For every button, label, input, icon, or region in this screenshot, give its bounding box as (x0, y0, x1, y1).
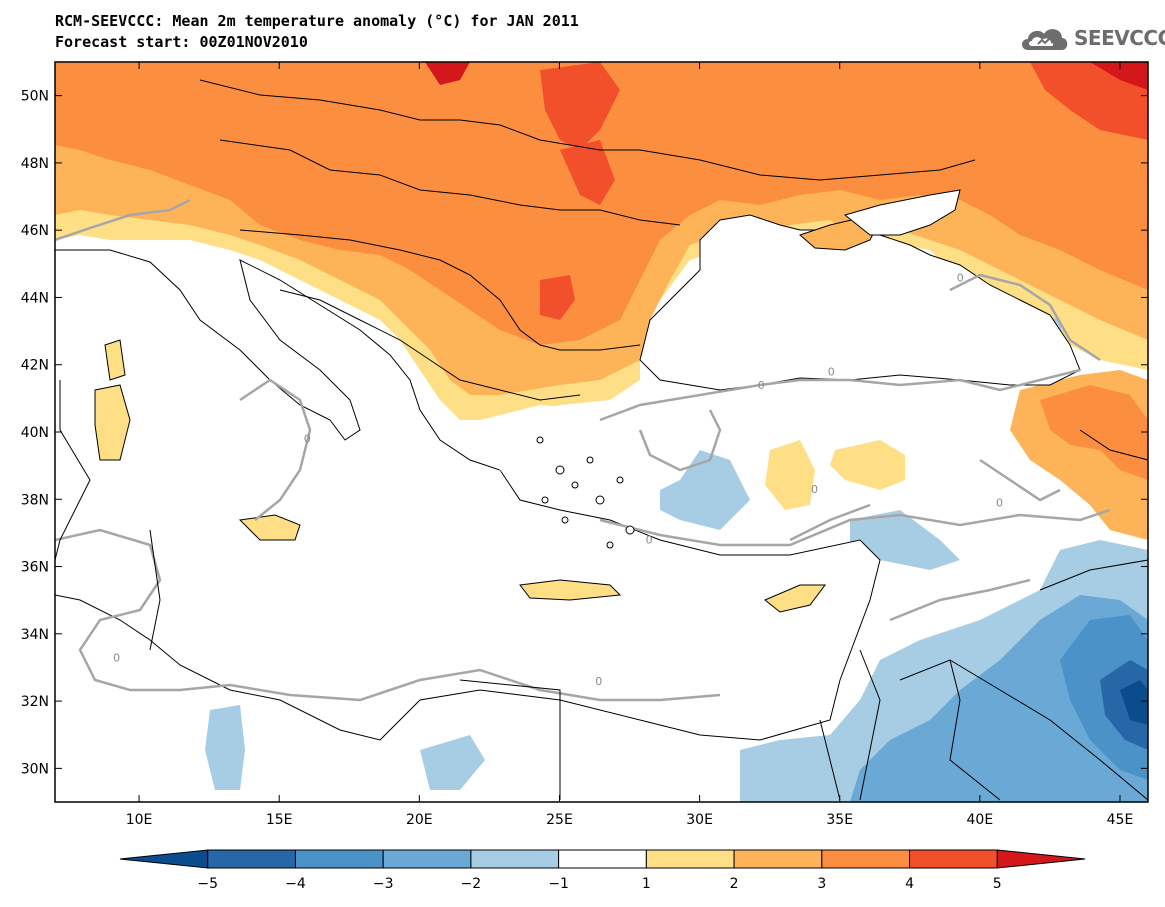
forecast-start-label: Forecast start: 00Z01NOV2010 (55, 33, 308, 51)
black-sea (639, 214, 1081, 391)
colorbar: −5 −4 −3 −2 −1 1 2 3 4 5 (119, 849, 1086, 892)
zero-contours (55, 198, 1111, 702)
zero-contour-label: 0 (113, 651, 120, 664)
colorbar-bin (733, 849, 823, 869)
colorbar-label: 1 (642, 876, 651, 892)
y-tick-label: 44N (21, 290, 49, 306)
anomaly-region-gt5 (425, 62, 470, 85)
x-tick-label: 25E (546, 812, 573, 828)
zero-contour-label: 0 (758, 379, 765, 392)
x-tick-label: 30E (686, 812, 713, 828)
colorbar-bin (119, 849, 209, 869)
zero-contour-label: 0 (304, 433, 311, 446)
colorbar-label: −4 (285, 876, 306, 892)
anomaly-region-cold-cyprus-n (850, 510, 960, 570)
y-tick-label: 46N (21, 223, 49, 239)
seevccc-logo: SEEVCCC (1018, 20, 1165, 56)
colorbar-bin (294, 849, 384, 869)
y-tick-label: 40N (21, 425, 49, 441)
adriatic-tyrrhenian-sea (55, 249, 881, 741)
y-tick-label: 42N (21, 358, 49, 374)
colorbar-bin (645, 849, 735, 869)
anomaly-region-cold-lt5 (1120, 680, 1148, 725)
corsica (104, 339, 126, 381)
y-tick-label: 38N (21, 492, 49, 508)
x-tick-label: 20E (406, 812, 433, 828)
cloud-logo-icon (1022, 29, 1068, 50)
zero-contour-label: 0 (996, 497, 1003, 510)
colorbar-label: −5 (197, 876, 218, 892)
borders (55, 79, 1148, 801)
anomaly-region-cold-anatolia (640, 450, 750, 530)
colorbar-label: 4 (905, 876, 914, 892)
colorbar-label: −2 (461, 876, 482, 892)
anomaly-region-cold-libya (205, 705, 245, 790)
colorbar-bin (558, 849, 647, 869)
azov-sea (843, 189, 961, 236)
cyprus (764, 584, 826, 613)
colorbar-label: −1 (548, 876, 569, 892)
y-tick-label: 48N (21, 156, 49, 172)
colorbar-bin (909, 849, 998, 869)
anomaly-region-4-5-upper (560, 140, 615, 205)
y-tick-label: 32N (21, 694, 49, 710)
colorbar-bin (996, 849, 1086, 869)
aegean-sea (480, 405, 660, 520)
anomaly-region-4-5-balkans (540, 275, 575, 320)
anomaly-region-4-5-north (540, 62, 620, 150)
zero-contour-label: 0 (646, 534, 653, 547)
zero-contour-label: 0 (811, 483, 818, 496)
anomaly-region-cold-egypt (420, 735, 485, 790)
zero-contour-label: 0 (595, 675, 602, 688)
aegean-islands (536, 436, 635, 549)
x-tick-label: 15E (266, 812, 293, 828)
y-tick-label: 36N (21, 560, 49, 576)
map-title: RCM-SEEVCCC: Mean 2m temperature anomaly… (55, 12, 579, 30)
colorbar-bin (207, 849, 296, 869)
anomaly-region-3-4 (55, 62, 1148, 345)
x-tick-label: 40E (967, 812, 994, 828)
anomaly-region-4-5-ne (1030, 62, 1148, 140)
colorbar-bin (382, 849, 472, 869)
crete (519, 579, 622, 601)
colorbar-label: 3 (817, 876, 826, 892)
anomaly-region-anatolia-2 (830, 440, 905, 490)
anomaly-region-east-hot (1040, 385, 1148, 480)
longitude-axis: 10E 15E 20E 25E 30E 35E 40E 45E (126, 62, 1134, 828)
y-tick-label: 50N (21, 89, 49, 105)
colorbar-label: −3 (373, 876, 394, 892)
logo-text: SEEVCCC (1074, 26, 1165, 50)
sicily (238, 514, 301, 541)
colorbar-label: 2 (730, 876, 739, 892)
colorbar-label: 5 (993, 876, 1002, 892)
x-tick-label: 10E (126, 812, 153, 828)
y-tick-label: 34N (21, 627, 49, 643)
sardinia (94, 384, 131, 461)
zero-contour-label: 0 (957, 271, 964, 284)
zero-contour-label: 0 (828, 365, 835, 378)
y-tick-label: 30N (21, 761, 49, 777)
colorbar-bin (470, 849, 560, 869)
latitude-axis: 50N 48N 46N 44N 42N 40N 38N 36N 34N 32N 30N (21, 89, 1148, 777)
x-tick-label: 35E (826, 812, 853, 828)
x-tick-label: 45E (1107, 812, 1134, 828)
anomaly-region-gt5-ne (1090, 62, 1148, 90)
anomaly-region-anatolia-1 (765, 440, 815, 510)
colorbar-bin (821, 849, 911, 869)
anomaly-fields (55, 62, 1148, 802)
